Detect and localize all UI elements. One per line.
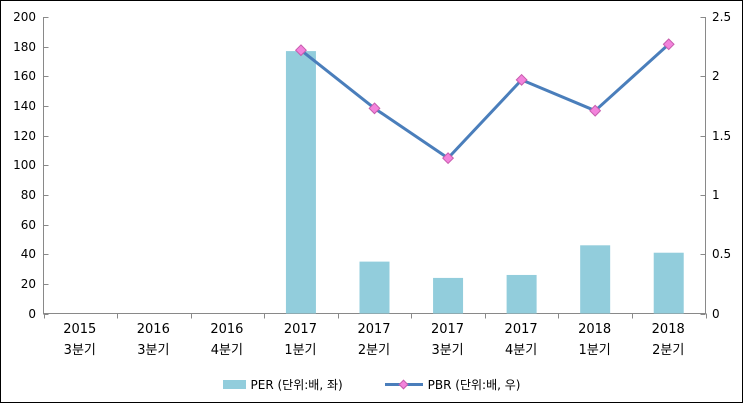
left-axis-tick-label: 40: [20, 247, 36, 261]
legend-item-pbr: PBR (단위:배, 우): [384, 376, 521, 393]
category-year: 2015: [63, 322, 97, 337]
legend: PER (단위:배, 좌) PBR (단위:배, 우): [1, 376, 742, 393]
category-year: 2017: [357, 322, 391, 337]
left-axis-tick-label: 120: [13, 129, 36, 143]
category-year: 2018: [578, 322, 612, 337]
left-axis-tick-label: 20: [20, 277, 36, 291]
category-quarter: 2분기: [357, 343, 391, 358]
per-bar: [580, 245, 611, 314]
left-axis-tick-label: 200: [13, 10, 36, 24]
category-quarter: 3분기: [63, 343, 96, 358]
pbr-legend-marker-icon: [398, 379, 409, 389]
right-axis-tick-label: 2: [712, 69, 720, 83]
per-bar: [653, 252, 684, 314]
per-bar: [433, 277, 464, 314]
right-axis-tick-label: 1.5: [712, 129, 732, 143]
left-axis-tick-label: 80: [20, 188, 36, 202]
right-axis-tick-label: 2.5: [712, 10, 732, 24]
per-bar: [285, 51, 316, 314]
pbr-legend-swatch: [384, 379, 423, 390]
pbr-legend-label: PBR (단위:배, 우): [427, 378, 521, 392]
x-axis-category-label: 2017 2분기: [337, 319, 411, 361]
category-year: 2017: [283, 322, 317, 337]
pbr-line: [299, 42, 671, 160]
per-bar: [506, 274, 537, 314]
left-axis-tick-label: 180: [13, 40, 36, 54]
category-quarter: 3분기: [137, 343, 170, 358]
x-axis-category-label: 2017 4분기: [484, 319, 558, 361]
per-legend-label: PER (단위:배, 좌): [250, 378, 343, 392]
left-axis-tick-label: 60: [20, 218, 36, 232]
category-year: 2016: [136, 322, 170, 337]
category-year: 2016: [210, 322, 244, 337]
category-year: 2018: [651, 322, 685, 337]
category-year: 2017: [504, 322, 538, 337]
right-axis-tick-label: 0: [712, 307, 720, 321]
per-bar: [359, 261, 390, 314]
legend-item-per: PER (단위:배, 좌): [222, 376, 343, 393]
pbr-marker-icon: [662, 38, 675, 51]
x-axis-category-label: 2017 3분기: [411, 319, 485, 361]
x-axis-category-label: 2018 1분기: [558, 319, 632, 361]
category-quarter: 2분기: [652, 343, 685, 358]
category-quarter: 4분기: [210, 343, 243, 358]
left-axis-tick-label: 100: [13, 158, 36, 172]
pbr-marker-icon: [515, 73, 528, 86]
left-axis-tick-label: 160: [13, 69, 36, 83]
x-axis-category-label: 2016 4분기: [190, 319, 264, 361]
pbr-marker-icon: [589, 104, 602, 117]
pbr-marker-icon: [294, 44, 307, 57]
category-quarter: 1분기: [578, 343, 611, 358]
x-axis-category-label: 2018 2분기: [631, 319, 705, 361]
x-axis-category-label: 2017 1분기: [264, 319, 338, 361]
left-axis-tick-label: 140: [13, 99, 36, 113]
category-quarter: 1분기: [284, 343, 317, 358]
category-year: 2017: [430, 322, 465, 337]
category-quarter: 4분기: [505, 343, 538, 358]
right-axis-tick-label: 1: [712, 188, 720, 202]
x-axis-category-label: 2016 3분기: [117, 319, 191, 361]
right-axis-tick-label: 0.5: [712, 247, 732, 261]
x-axis-category-label: 2015 3분기: [43, 319, 117, 361]
pbr-marker-icon: [368, 102, 381, 115]
left-axis-tick-label: 0: [28, 307, 36, 321]
category-quarter: 3분기: [431, 343, 464, 358]
pbr-marker-icon: [442, 152, 455, 165]
per-legend-swatch: [222, 380, 246, 389]
